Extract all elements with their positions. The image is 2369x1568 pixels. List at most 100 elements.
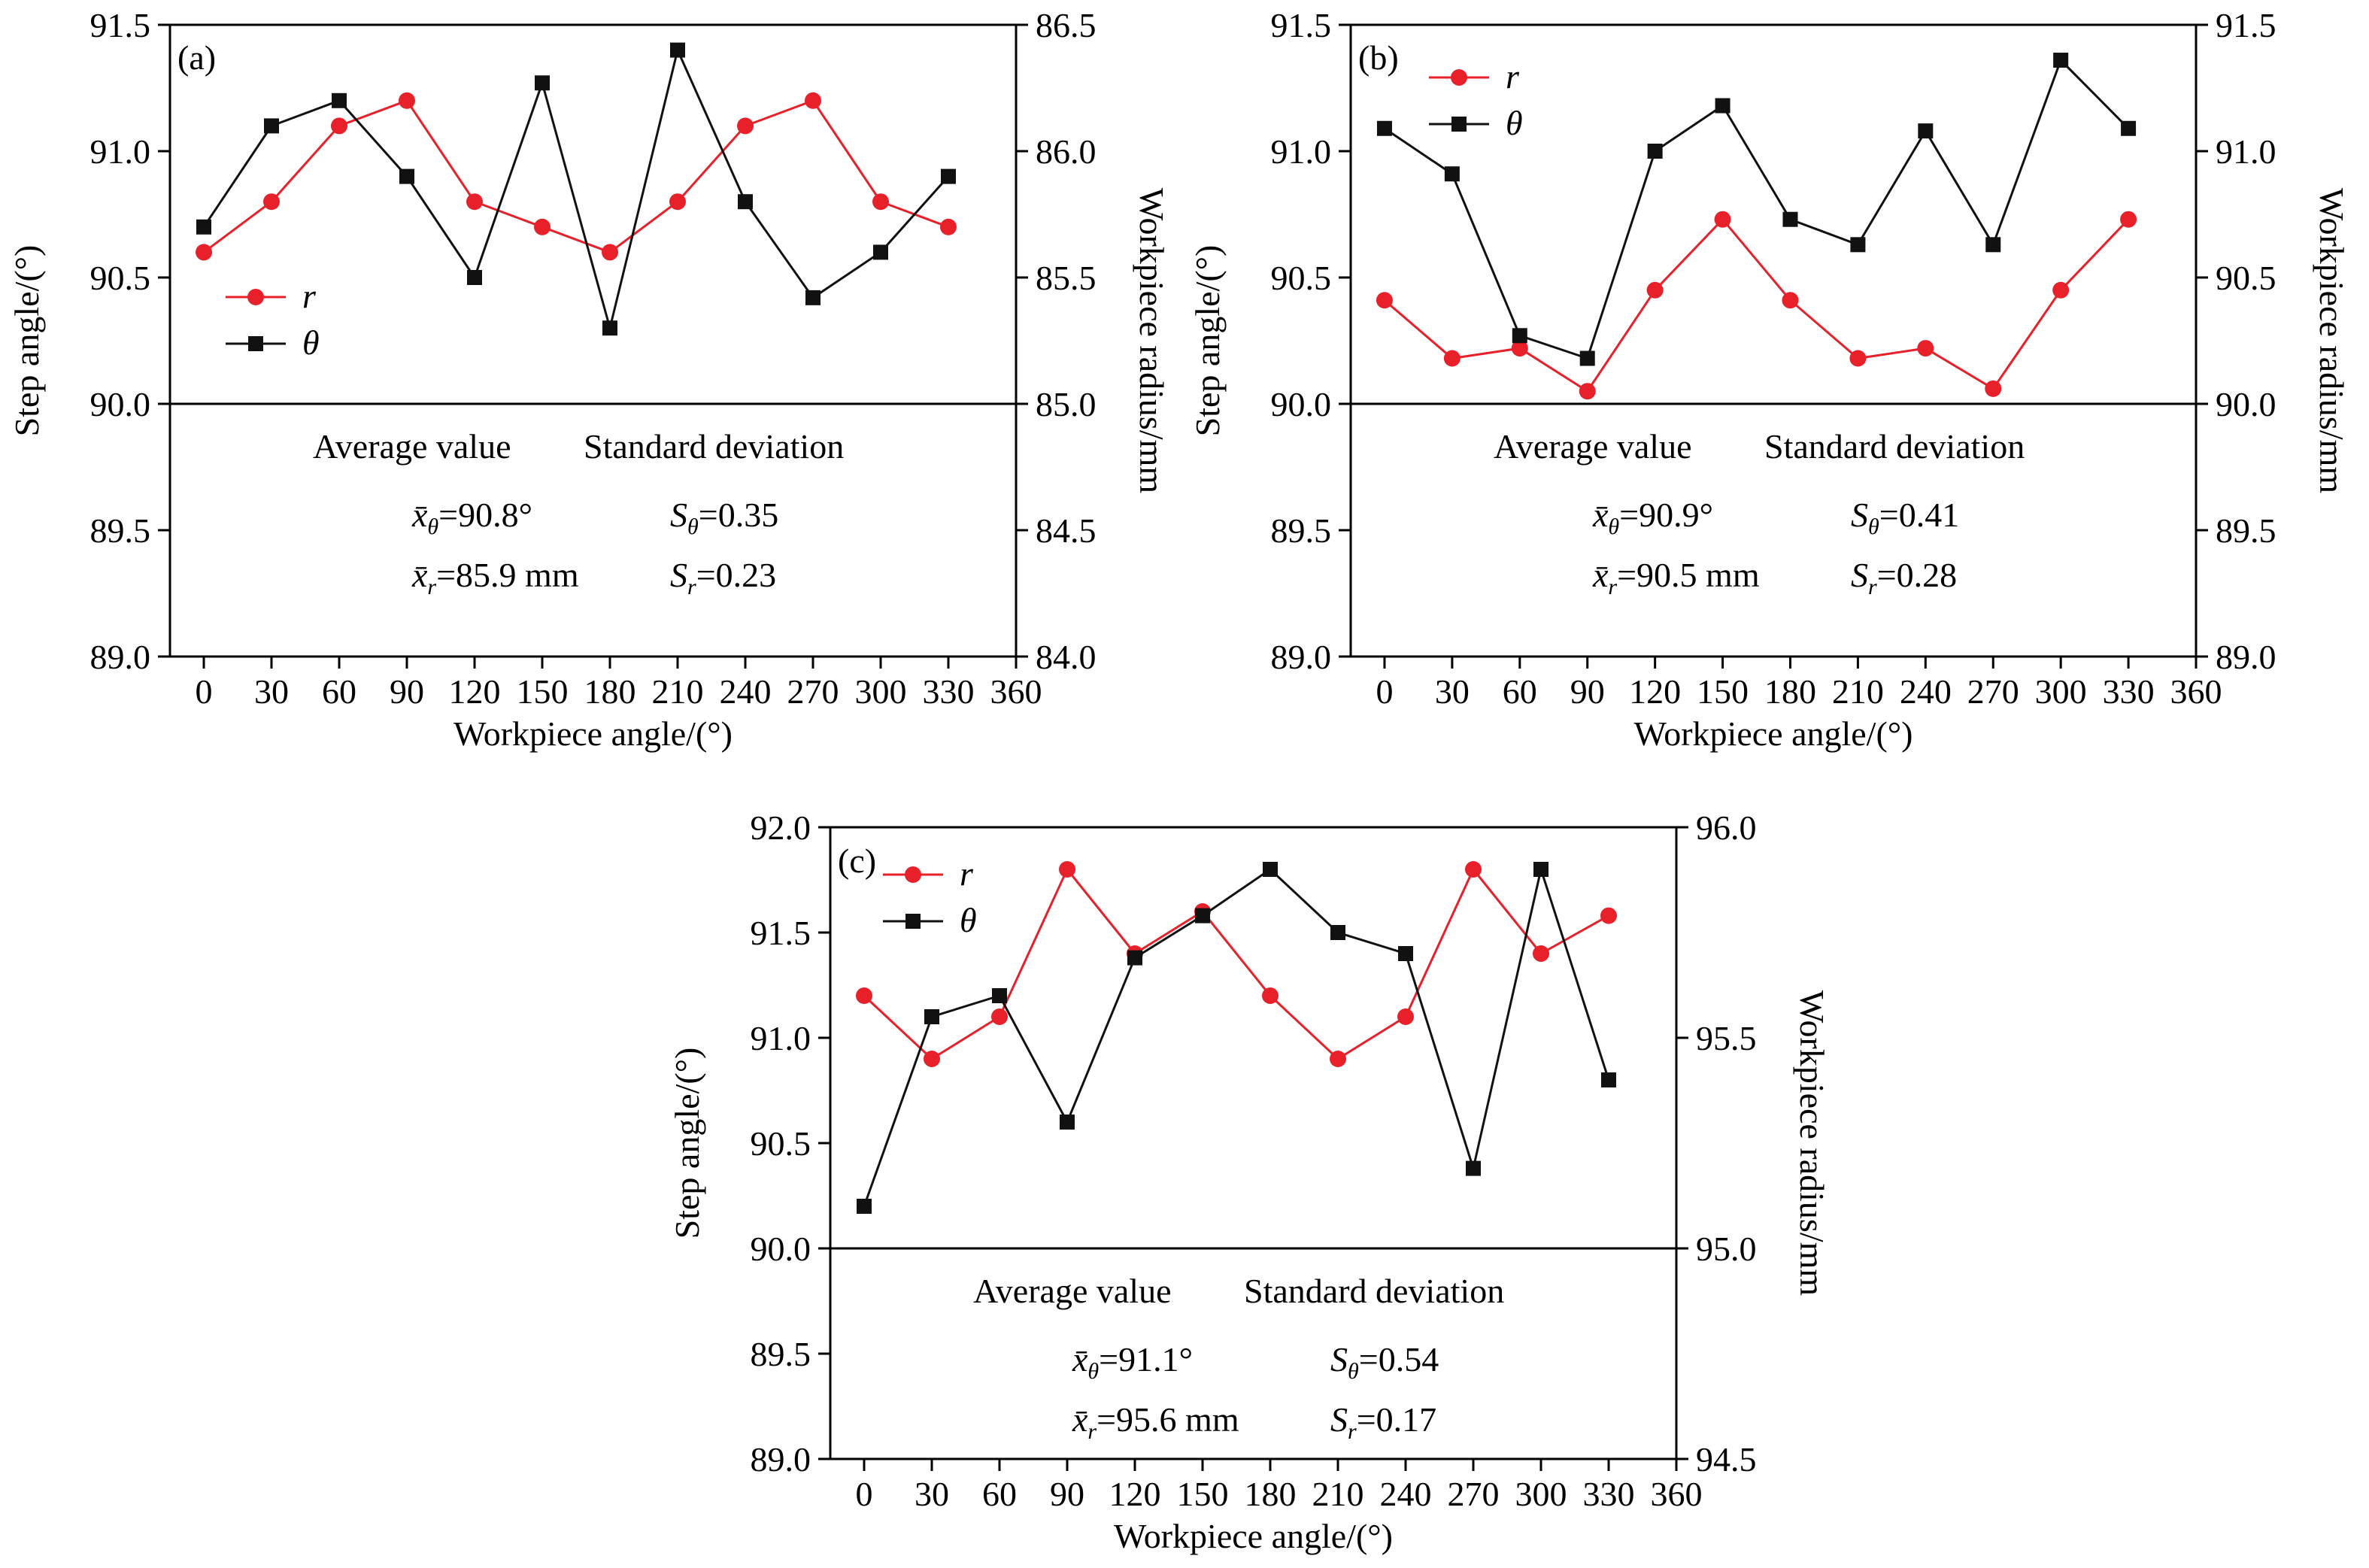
y2-tick-label: 95.0 [1696,1230,1757,1268]
y2-tick-label: 85.5 [1036,259,1097,297]
data-point-r [466,193,483,211]
y-tick-label: 91.0 [90,132,151,171]
statistics-block: Average value Standard deviation x̄θ=91.1°… [973,1272,1504,1444]
y2-tick-label: 95.5 [1696,1019,1757,1057]
x-tick-label: 90 [1570,672,1605,711]
y2-tick-label: 91.5 [2216,6,2276,44]
data-point-theta [196,219,211,235]
y-tick-label: 90.0 [90,385,151,423]
statistics-block: Average value Standard deviation x̄θ=90.9°… [1494,427,2025,599]
legend-marker-r [905,866,921,883]
std-header: Standard deviation [584,427,844,466]
data-point-r [1849,350,1867,367]
panel-c: 0 30 60 90 120 150 180 210 240 270 300 330 360 89.0 89… [668,808,1831,1555]
y2-tick-label: 94.5 [1696,1440,1757,1479]
plot-frame [829,826,1678,1460]
y-tick-label: 89.5 [1271,511,1332,550]
y2-tick-label: 84.0 [1036,638,1097,676]
series-r [196,92,957,261]
legend: rθ [226,277,320,362]
legend-marker-r [1451,69,1467,86]
statistics-block: Average value Standard deviation x̄θ=90.8°… [313,427,844,599]
series-line-theta [863,865,1610,1207]
series-theta [196,42,956,336]
legend: rθ [1429,57,1523,142]
x-tick-label: 90 [1050,1475,1084,1513]
series-line-theta [202,46,950,333]
std-theta: Sθ=0.35 [670,496,778,539]
x-tick-label: 120 [449,672,501,711]
data-point-r [1985,380,2002,397]
y-axis-title: Step angle/(°) [8,245,46,437]
panel-a: 0 30 60 90 120 150 180 210 240 270 300 330 360 89.0 89… [8,6,1171,753]
legend-marker-theta [1451,117,1467,132]
y2-tick-label: 90.0 [2216,385,2276,423]
x-tick-label: 240 [1900,672,1952,711]
x-tick-label: 0 [1376,672,1393,711]
x-tick-label: 30 [254,672,289,711]
data-point-theta [1647,144,1663,159]
data-point-theta [873,244,888,260]
data-point-r [1443,350,1461,367]
data-point-theta [264,118,279,134]
y-tick-label: 91.5 [90,6,151,44]
average-header: Average value [973,1272,1172,1310]
y-axis-title: Step angle/(°) [668,1048,706,1239]
data-point-r [1533,945,1549,962]
data-point-r [1646,281,1664,299]
y2-tick-label: 89.0 [2216,638,2276,676]
y-tick-label: 90.0 [751,1230,811,1268]
data-point-theta [805,290,821,305]
data-point-r [1600,907,1617,924]
x-tick-label: 300 [855,672,907,711]
y-tick-label: 90.5 [90,259,151,297]
data-point-theta [1985,237,2001,253]
x-tick-label: 360 [2170,672,2222,711]
x-tick-label: 150 [1177,1475,1229,1513]
data-point-theta [467,270,482,285]
x-tick-label: 90 [390,672,424,711]
x-tick-label: 180 [1764,672,1816,711]
data-point-r [1376,292,1393,309]
y-tick-label: 89.5 [90,511,151,550]
data-point-theta [1330,925,1345,940]
data-point-theta [1850,237,1866,253]
x-tick-label: 30 [915,1475,949,1513]
data-point-r [805,92,821,109]
std-header: Standard deviation [1244,1272,1504,1310]
panel-label: (c) [838,842,876,880]
x-tick-label: 180 [1245,1475,1297,1513]
data-point-r [1714,211,1731,228]
data-point-theta [602,320,617,336]
y-tick-label: 91.5 [1271,6,1332,44]
data-point-theta [1466,1160,1481,1176]
data-point-theta [332,93,347,108]
y-tick-label: 90.0 [1271,385,1332,423]
legend-label-r: r [302,277,317,315]
data-point-theta [1918,123,1934,139]
data-point-theta [1263,862,1278,877]
x-axis-title: Workpiece angle/(°) [1114,1517,1393,1555]
data-point-theta [2121,120,2137,136]
data-point-r [737,117,754,135]
std-r: Sr=0.17 [1330,1400,1436,1444]
data-point-theta [1512,328,1527,344]
y-tick-label: 91.0 [751,1019,811,1057]
legend-marker-theta [248,336,263,351]
data-point-theta [738,194,753,210]
legend: rθ [883,854,977,939]
legend-label-r: r [960,854,974,893]
x-tick-label: 360 [990,672,1042,711]
data-point-r [924,1051,940,1067]
data-point-theta [2053,53,2069,68]
data-point-r [331,117,347,135]
data-point-theta [1127,950,1142,966]
y2-axis-title: Workpiece radius/mm [2313,188,2351,494]
legend-label-r: r [1506,57,1520,96]
plot-frame [1349,23,2198,658]
data-point-theta [1060,1115,1075,1130]
x-tick-label: 240 [720,672,772,711]
y-tick-label: 91.5 [751,914,811,952]
y-axis-title: Step angle/(°) [1188,245,1227,437]
x-tick-label: 120 [1109,1475,1161,1513]
